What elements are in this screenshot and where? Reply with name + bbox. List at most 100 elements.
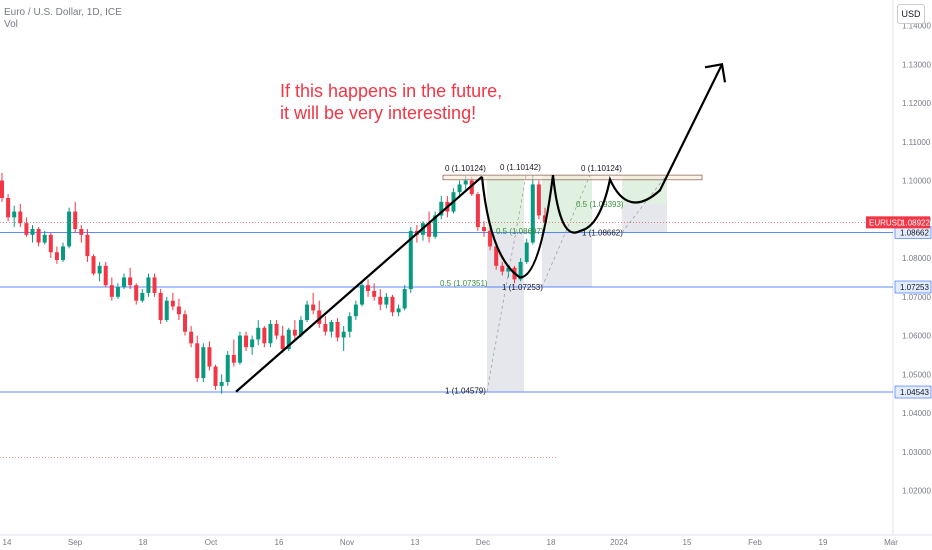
candle-body [12, 211, 17, 218]
fib-label: 1 (1.07253) [502, 283, 543, 292]
candle-body [518, 261, 523, 280]
candle-body [237, 335, 242, 363]
x-tick-label: Feb [748, 538, 762, 547]
candle-body [378, 296, 383, 305]
candle-body [6, 198, 11, 218]
candle-body [347, 316, 352, 332]
candle-body [30, 229, 35, 235]
candle-body [24, 223, 29, 235]
currency-button[interactable]: USD [897, 4, 925, 24]
candle-body [158, 292, 163, 321]
annotation-line-2: it will be very interesting! [280, 103, 477, 123]
candle-body [457, 184, 462, 193]
candle-body [335, 322, 340, 338]
candle-body [530, 184, 535, 243]
candle-body [54, 252, 59, 260]
candle-body [115, 287, 120, 297]
y-tick-label: 1.04000 [902, 409, 931, 418]
candle-body [390, 296, 395, 313]
candle-body [207, 347, 212, 367]
last-price-tag [866, 216, 930, 229]
candle-body [195, 343, 200, 379]
candle-body [372, 291, 377, 297]
candle-body [433, 215, 438, 237]
candle-body [463, 180, 468, 185]
candle-body [359, 285, 364, 305]
candle-body [122, 277, 127, 288]
candle-body [543, 215, 547, 223]
y-tick-label: 1.13000 [902, 60, 931, 69]
candle-body [366, 285, 371, 291]
level-tag-label: 1.04543 [900, 388, 929, 397]
symbol-title: Euro / U.S. Dollar, 1D, ICE [4, 7, 122, 18]
measure-zone [487, 175, 524, 232]
candle-body [67, 211, 72, 247]
candle-body [225, 354, 230, 383]
volume-label: Vol [4, 19, 18, 30]
x-tick-label: 14 [3, 538, 12, 547]
x-tick-label: 18 [547, 538, 556, 547]
level-tag [894, 385, 932, 399]
x-tick-label: 13 [411, 538, 420, 547]
x-tick-label: Oct [205, 538, 218, 547]
x-tick-label: Sep [68, 538, 83, 547]
candle-body [0, 180, 4, 198]
candle-body [176, 306, 181, 315]
x-tick-label: 19 [819, 538, 828, 547]
candle-body [268, 323, 273, 344]
y-tick-label: 1.07000 [902, 293, 931, 302]
annotation-line-1: If this happens in the future, [280, 81, 503, 101]
x-tick-label: Mar [884, 538, 898, 547]
x-tick-label: 2024 [610, 538, 628, 547]
candle-body [48, 234, 53, 253]
level-tag-label: 1.07253 [900, 283, 929, 292]
candle-body [73, 211, 78, 229]
candle-body [311, 304, 316, 311]
projection-curve [480, 63, 723, 279]
uptrend-line [235, 175, 483, 393]
y-tick-label: 1.02000 [902, 487, 931, 496]
x-tick-label: 16 [275, 538, 284, 547]
y-tick-label: 1.05000 [902, 370, 931, 379]
candle-body [97, 265, 102, 274]
candle-body [396, 308, 401, 313]
candle-body [36, 229, 41, 243]
candle-body [134, 285, 139, 301]
candle-body [500, 265, 505, 272]
candle-body [79, 229, 84, 235]
fib-label: 1 (1.04579) [445, 387, 486, 396]
chart-header: Euro / U.S. Dollar, 1D, ICE Vol [4, 7, 122, 31]
candle-body [475, 194, 480, 228]
resistance-box [442, 174, 703, 181]
fib-label: 0 (1.10142) [500, 163, 541, 172]
measure-line [486, 175, 527, 392]
candle-body [280, 335, 285, 350]
candle-body [42, 234, 47, 243]
fib-label: 0 (1.10124) [581, 164, 622, 173]
candle-body [329, 322, 334, 332]
candle-body [256, 327, 261, 340]
annotation-text: If this happens in the future, it will b… [280, 80, 502, 124]
y-tick-label: 1.06000 [902, 332, 931, 341]
candle-body [274, 323, 279, 336]
candle-body [488, 230, 493, 247]
candle-body [469, 180, 474, 195]
candle-body [152, 277, 157, 293]
candle-body [140, 292, 145, 301]
last-price-symbol: EURUSD [869, 218, 903, 227]
y-tick-label: 1.14000 [902, 22, 931, 31]
candle-body [231, 354, 236, 363]
fib-label: 0 (1.10124) [445, 164, 486, 173]
y-tick-label: 1.10000 [902, 177, 931, 186]
y-tick-label: 1.03000 [902, 448, 931, 457]
measure-zone [622, 204, 667, 233]
measure-zone [542, 232, 592, 288]
arrow-head [704, 63, 727, 83]
fib-label: 0.5 (1.07351) [440, 279, 488, 288]
candle-body [408, 230, 413, 290]
candle-body [164, 300, 169, 321]
candle-body [250, 339, 255, 348]
candle-body [219, 382, 224, 386]
candle-body [298, 320, 303, 336]
